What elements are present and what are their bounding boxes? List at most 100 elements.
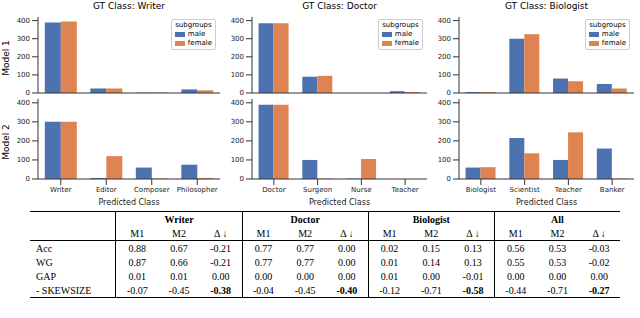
html-text:0.00: 0.00 — [507, 270, 525, 282]
svg-text:Writer: Writer — [50, 186, 71, 194]
html-text:0.66: 0.66 — [170, 256, 188, 268]
html-text:Δ ↓: Δ ↓ — [466, 227, 480, 239]
svg-text:200: 200 — [438, 53, 451, 61]
svg-text:400: 400 — [438, 17, 451, 25]
html-text:-0.03: -0.03 — [588, 242, 610, 254]
html-text:0.15: 0.15 — [422, 242, 441, 254]
svg-text:0: 0 — [240, 175, 244, 183]
html-text:-0.21: -0.21 — [210, 242, 232, 254]
html-text:0.01: 0.01 — [380, 256, 399, 268]
svg-text:Composer: Composer — [134, 186, 170, 194]
html-text:Writer: Writer — [164, 213, 194, 225]
svg-text:Predicted Class: Predicted Class — [516, 198, 577, 205]
html-text:M1: M1 — [382, 227, 397, 239]
html-text:0.00: 0.00 — [590, 270, 608, 282]
svg-text:100: 100 — [438, 156, 451, 164]
svg-text:Doctor: Doctor — [262, 186, 286, 194]
svg-text:0: 0 — [447, 175, 451, 183]
html-text:0.13: 0.13 — [464, 242, 482, 254]
svg-text:Philosopher: Philosopher — [177, 186, 218, 194]
svg-text:300: 300 — [438, 118, 451, 126]
html-text:-0.21: -0.21 — [210, 256, 232, 268]
html-text:M2: M2 — [424, 227, 439, 239]
svg-text:200: 200 — [231, 137, 244, 145]
svg-text:400: 400 — [231, 99, 244, 107]
svg-text:300: 300 — [231, 35, 244, 43]
svg-text:Editor: Editor — [96, 186, 117, 194]
html-text:0.00: 0.00 — [422, 270, 441, 282]
svg-text:300: 300 — [17, 118, 30, 126]
html-text:0.00: 0.00 — [338, 256, 356, 268]
svg-text:Scientist: Scientist — [510, 186, 540, 194]
html-text:M1: M1 — [130, 227, 145, 239]
html-text:All: All — [551, 213, 564, 225]
html-text:0.00: 0.00 — [254, 270, 273, 282]
html-text:0.02: 0.02 — [380, 242, 399, 254]
svg-text:100: 100 — [231, 71, 244, 79]
html-text:Δ ↓: Δ ↓ — [214, 227, 228, 239]
html-text:0.87: 0.87 — [128, 256, 146, 268]
html-text:Biologist: Biologist — [412, 213, 450, 225]
svg-text:400: 400 — [438, 99, 451, 107]
html-text:0.01: 0.01 — [170, 270, 188, 282]
html-text:0.53: 0.53 — [548, 242, 567, 254]
html-text:M2: M2 — [298, 227, 313, 239]
svg-text:Predicted Class: Predicted Class — [98, 198, 159, 205]
svg-text:Nurse: Nurse — [351, 186, 372, 194]
html-text:Doctor: Doctor — [290, 213, 320, 225]
html-text:M1: M1 — [508, 227, 523, 239]
html-text:0.00: 0.00 — [296, 270, 314, 282]
svg-text:100: 100 — [231, 156, 244, 164]
svg-text:200: 200 — [17, 137, 30, 145]
svg-text:300: 300 — [17, 35, 30, 43]
svg-text:Biologist: Biologist — [466, 186, 496, 194]
html-text:0.56: 0.56 — [507, 242, 525, 254]
svg-text:Surgeon: Surgeon — [303, 186, 332, 194]
html-text:0.00: 0.00 — [338, 242, 356, 254]
svg-text:0: 0 — [26, 89, 30, 95]
html-text:0.00: 0.00 — [211, 270, 230, 282]
html-text:0.77: 0.77 — [254, 256, 273, 268]
html-text:Δ ↓: Δ ↓ — [592, 227, 606, 239]
html-text:0.55: 0.55 — [507, 256, 525, 268]
svg-text:400: 400 — [231, 17, 244, 25]
html-text:0.67: 0.67 — [170, 242, 188, 254]
html-text:0.00: 0.00 — [548, 270, 567, 282]
svg-text:400: 400 — [17, 99, 30, 107]
html-text:0.13: 0.13 — [464, 256, 482, 268]
html-text:M1: M1 — [256, 227, 271, 239]
svg-text:0: 0 — [447, 89, 451, 95]
svg-text:100: 100 — [17, 156, 30, 164]
svg-text:200: 200 — [231, 53, 244, 61]
html-text:0.01: 0.01 — [380, 270, 399, 282]
html-text:0.00: 0.00 — [338, 270, 356, 282]
html-text:0.77: 0.77 — [254, 242, 273, 254]
html-text:-0.02: -0.02 — [588, 256, 610, 268]
html-text:0.88: 0.88 — [128, 242, 146, 254]
html-text:0.77: 0.77 — [296, 256, 314, 268]
svg-text:100: 100 — [17, 71, 30, 79]
svg-text:Teacher: Teacher — [554, 186, 582, 194]
html-text:-0.01: -0.01 — [462, 270, 484, 282]
svg-text:Banker: Banker — [600, 186, 625, 194]
svg-text:Teacher: Teacher — [391, 186, 419, 194]
svg-text:400: 400 — [17, 17, 30, 25]
html-text:0.53: 0.53 — [548, 256, 567, 268]
html-text:Acc: Acc — [36, 242, 53, 254]
html-text:Δ ↓: Δ ↓ — [340, 227, 354, 239]
svg-text:0: 0 — [26, 175, 30, 183]
html-text:M2: M2 — [172, 227, 186, 239]
html-text:M2: M2 — [550, 227, 565, 239]
svg-text:200: 200 — [438, 137, 451, 145]
svg-text:300: 300 — [231, 118, 244, 126]
html-text:GAP: GAP — [36, 270, 56, 282]
html-text:0.77: 0.77 — [296, 242, 314, 254]
html-text:WG: WG — [36, 256, 53, 268]
svg-text:Predicted Class: Predicted Class — [309, 198, 370, 205]
html-text:0.01: 0.01 — [128, 270, 146, 282]
svg-text:100: 100 — [438, 71, 451, 79]
svg-text:300: 300 — [438, 35, 451, 43]
svg-text:0: 0 — [240, 89, 244, 95]
html-text:0.14: 0.14 — [422, 256, 441, 268]
svg-text:200: 200 — [17, 53, 30, 61]
